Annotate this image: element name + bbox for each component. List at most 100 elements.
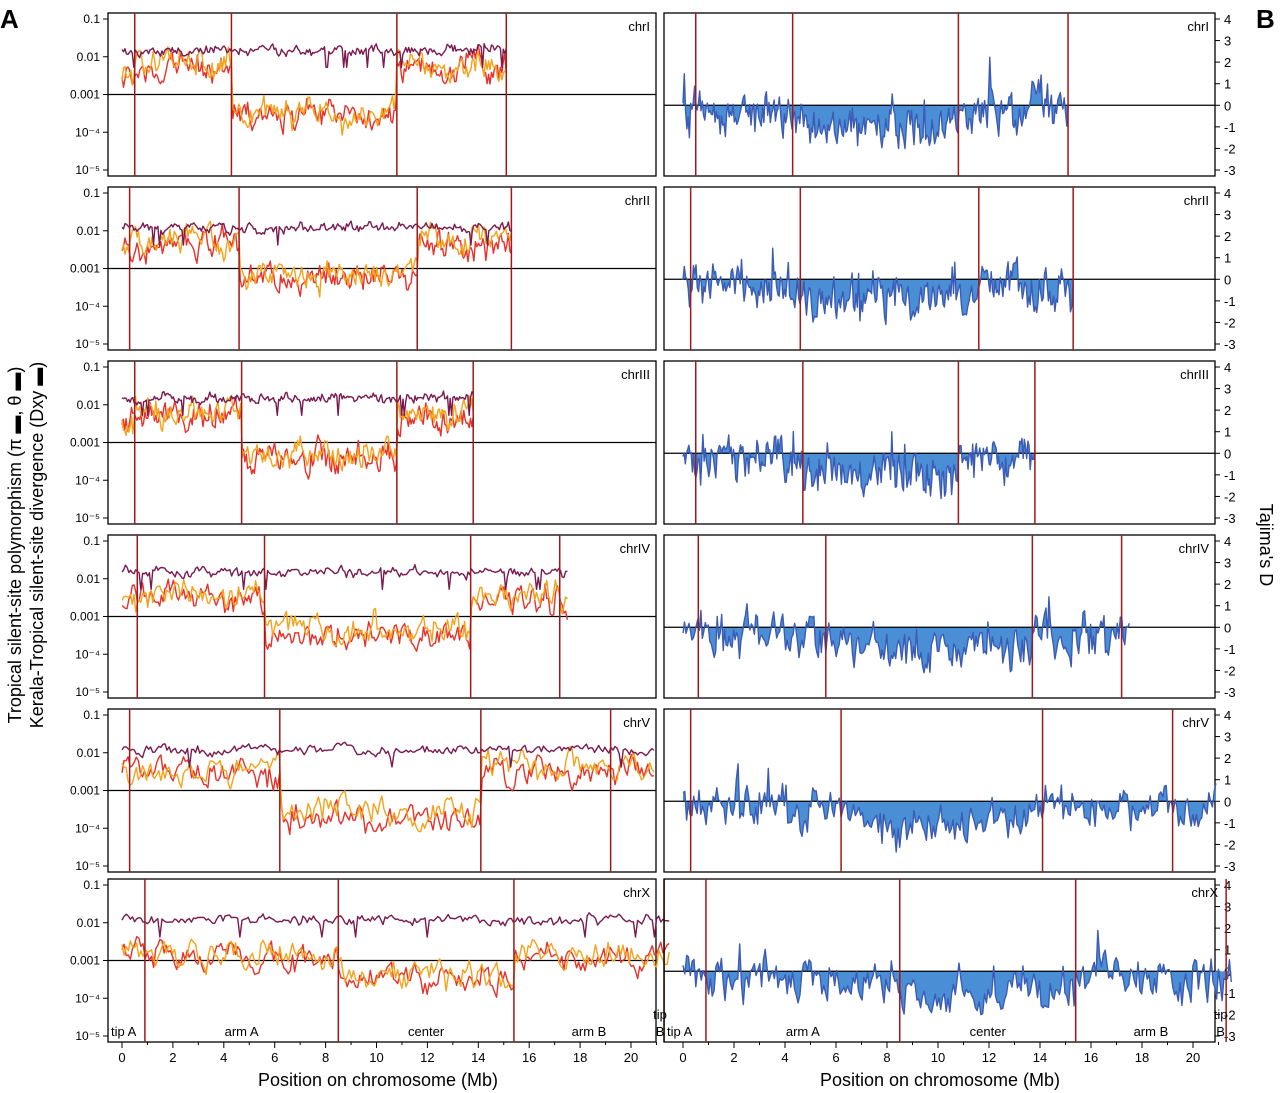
right-y-axis-label: Tajima's D (1256, 504, 1276, 586)
y-tick-label: 3 (1224, 382, 1231, 397)
x-tick-label: 14 (1033, 1050, 1047, 1065)
domain-label-tip-b-1: tip (653, 1007, 667, 1022)
y-tick-label: 0.001 (70, 784, 100, 798)
x-tick-label: 4 (220, 1050, 227, 1065)
right-panel-chrII: 4 3 2 1 0 -1 -2 -3 chrII (663, 186, 1236, 352)
x-tick-label: 8 (322, 1050, 329, 1065)
series-line-pi (121, 745, 655, 833)
y-tick-label: -2 (1224, 663, 1236, 678)
y-tick-label: 10⁻⁵ (75, 511, 100, 525)
series-line-pi (121, 938, 670, 992)
tajima-line (682, 56, 1069, 150)
y-tick-label: 0.01 (77, 746, 101, 760)
series-line-theta (121, 578, 569, 652)
y-tick-label: 0.01 (77, 572, 101, 586)
x-tick-label: 0 (118, 1050, 125, 1065)
x-tick-label: 16 (1084, 1050, 1098, 1065)
y-tick-label: 3 (1224, 900, 1231, 915)
x-tick-label: 12 (982, 1050, 996, 1065)
y-tick-label: 10⁻⁵ (75, 337, 100, 351)
domain-label-tip-a: tip A (667, 1024, 693, 1039)
x-axis-label-right: Position on chromosome (Mb) (820, 1070, 1060, 1090)
panels: 0.1 0.01 0.001 10⁻⁴ 10⁻⁵ chrI 0.1 0.01 0.001 10⁻⁴… (70, 12, 1236, 1065)
y-tick-label: -1 (1224, 816, 1236, 831)
tajima-area (683, 930, 1232, 1015)
domain-label-center: center (408, 1024, 445, 1039)
panel-label-a: A (0, 4, 19, 34)
plot-frame (663, 12, 1216, 177)
domain-label-tip-b-2: B (656, 1024, 665, 1039)
x-tick-label: 20 (1186, 1050, 1200, 1065)
tajima-area (683, 596, 1130, 673)
left-panel-chrV: 0.1 0.01 0.001 10⁻⁴ 10⁻⁵ chrV (70, 708, 657, 873)
x-tick-label: 6 (271, 1050, 278, 1065)
x-tick-label: 18 (573, 1050, 587, 1065)
left-panel-chrIV: 0.1 0.01 0.001 10⁻⁴ 10⁻⁵ chrIV (70, 534, 657, 699)
y-tick-label: 3 (1224, 34, 1231, 49)
x-tick-label: 0 (679, 1050, 686, 1065)
y-tick-label: 0 (1224, 98, 1231, 113)
series-line-theta (121, 44, 507, 136)
chromosome-label: chrI (1187, 19, 1209, 34)
y-tick-label: -2 (1224, 1007, 1236, 1022)
y-tick-label: 4 (1224, 12, 1231, 27)
chromosome-label: chrI (628, 19, 650, 34)
y-tick-label: 3 (1224, 556, 1231, 571)
y-tick-label: 10⁻⁴ (75, 821, 100, 835)
y-tick-label: 0 (1224, 446, 1231, 461)
y-tick-label: 10⁻⁴ (75, 299, 100, 313)
plot-frame (663, 360, 1216, 525)
domain-label-tip-a: tip A (111, 1024, 137, 1039)
y-tick-label: 1 (1224, 77, 1231, 92)
y-tick-label: -2 (1224, 315, 1236, 330)
y-tick-label: 0.1 (83, 360, 100, 374)
y-tick-label: -2 (1224, 489, 1236, 504)
x-tick-label: 2 (730, 1050, 737, 1065)
y-tick-label: 10⁻⁴ (75, 647, 100, 661)
y-tick-label: 10⁻⁵ (75, 163, 100, 177)
panel-label-b: B (1256, 4, 1275, 34)
series-line-dxy (121, 220, 512, 246)
series-line-theta (121, 936, 670, 998)
chromosome-label: chrV (1182, 715, 1209, 730)
x-tick-label: 18 (1135, 1050, 1149, 1065)
domain-label-tip-b-2: B (1216, 1024, 1225, 1039)
y-tick-label: 0.1 (83, 878, 100, 892)
left-panel-chrIII: 0.1 0.01 0.001 10⁻⁴ 10⁻⁵ chrIII (70, 360, 657, 525)
series-line-dxy (121, 564, 568, 590)
y-tick-label: -1 (1224, 642, 1236, 657)
y-tick-label: -1 (1224, 120, 1236, 135)
x-tick-label: 2 (169, 1050, 176, 1065)
y-tick-label: 2 (1224, 403, 1231, 418)
x-tick-label: 8 (883, 1050, 890, 1065)
y-tick-label: 0.1 (83, 534, 100, 548)
plot-frame (663, 534, 1216, 699)
y-tick-label: 2 (1224, 921, 1231, 936)
y-tick-label: -1 (1224, 986, 1236, 1001)
domain-label-arm-a: arm A (225, 1024, 259, 1039)
y-tick-label: 10⁻⁵ (75, 685, 100, 699)
y-tick-label: 0.1 (83, 186, 100, 200)
tajima-area (683, 763, 1216, 852)
y-tick-label: 1 (1224, 773, 1231, 788)
y-tick-label: 10⁻⁴ (75, 991, 100, 1005)
chromosome-label: chrIV (620, 541, 651, 556)
y-tick-label: -3 (1224, 1029, 1236, 1044)
y-tick-label: 0.001 (70, 262, 100, 276)
x-tick-label: 6 (832, 1050, 839, 1065)
y-tick-label: 0.1 (83, 12, 100, 26)
tajima-area (683, 57, 1068, 149)
y-tick-label: -3 (1224, 685, 1236, 700)
domain-label-arm-b: arm B (572, 1024, 607, 1039)
chromosome-label: chrX (623, 885, 650, 900)
x-tick-label: 14 (471, 1050, 485, 1065)
y-tick-label: 2 (1224, 229, 1231, 244)
tajima-line (682, 596, 1130, 674)
series-line-pi (121, 579, 568, 647)
y-tick-label: 1 (1224, 251, 1231, 266)
y-tick-label: -3 (1224, 859, 1236, 874)
y-tick-label: 2 (1224, 577, 1231, 592)
y-tick-label: -1 (1224, 294, 1236, 309)
series-line-pi (121, 46, 507, 136)
